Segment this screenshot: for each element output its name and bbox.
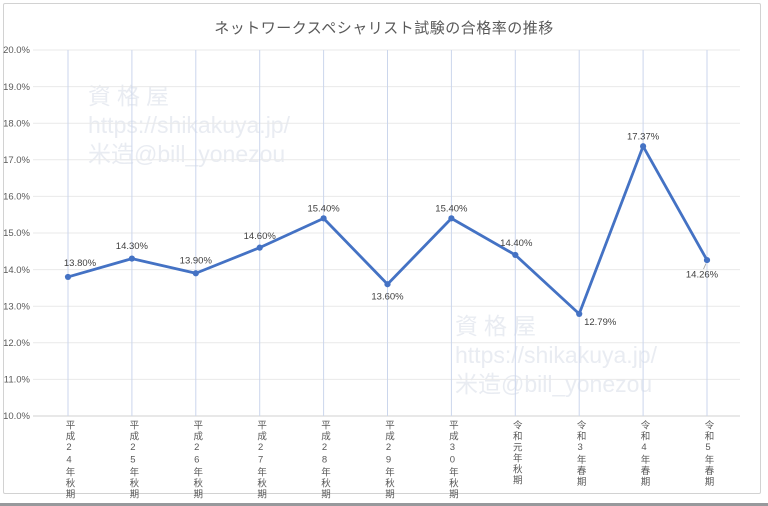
x-axis-category-label: 平成26年秋期 — [191, 420, 203, 500]
data-point-label: 13.60% — [371, 291, 404, 302]
data-point-marker — [576, 310, 583, 317]
window-bottom-edge — [0, 503, 768, 506]
y-axis-tick-label: 19.0% — [3, 82, 30, 93]
data-point-label: 13.90% — [180, 255, 213, 266]
data-point-label: 14.60% — [244, 231, 277, 242]
y-axis-tick-label: 18.0% — [3, 118, 30, 129]
y-axis-tick-label: 12.0% — [3, 338, 30, 349]
data-point-marker — [640, 143, 647, 150]
data-label-leader-line — [703, 263, 707, 270]
y-axis-tick-label: 14.0% — [3, 265, 30, 276]
data-point-marker — [384, 281, 391, 288]
x-axis-category-label: 平成29年秋期 — [382, 420, 394, 500]
data-point-marker — [64, 273, 72, 281]
x-axis-category-label: 令和5年春期 — [702, 420, 714, 488]
y-axis-tick-label: 13.0% — [3, 301, 30, 312]
data-point-label: 15.40% — [435, 204, 468, 215]
chart-frame — [3, 3, 761, 494]
data-point-marker — [320, 215, 327, 222]
y-axis-tick-label: 20.0% — [3, 45, 30, 56]
data-point-label: 13.80% — [64, 258, 97, 269]
data-point-label: 14.26% — [686, 269, 719, 280]
x-axis-category-label: 平成30年秋期 — [446, 420, 458, 500]
x-axis-category-label: 令和4年春期 — [638, 420, 650, 488]
data-point-label: 14.40% — [500, 238, 533, 249]
y-axis-tick-label: 17.0% — [3, 155, 30, 166]
data-point-label: 17.37% — [627, 131, 660, 142]
data-point-label: 15.40% — [307, 204, 340, 215]
data-point-marker — [512, 251, 519, 259]
data-point-label: 14.30% — [116, 241, 149, 252]
chart-title: ネットワークスペシャリスト試験の合格率の推移 — [214, 20, 554, 37]
x-axis-category-label: 平成27年秋期 — [255, 420, 267, 500]
data-point-marker — [703, 256, 711, 264]
x-axis-category-label: 平成25年秋期 — [127, 420, 139, 500]
data-point-marker — [192, 270, 199, 277]
y-axis-tick-label: 11.0% — [4, 375, 31, 386]
x-axis-category-label: 令和3年春期 — [574, 420, 586, 488]
data-point-marker — [448, 215, 455, 222]
y-axis-tick-label: 16.0% — [3, 192, 30, 203]
data-point-marker — [256, 244, 263, 251]
data-point-label: 12.79% — [584, 317, 617, 328]
x-axis-category-label: 令和元年秋期 — [510, 420, 522, 486]
y-axis-tick-label: 15.0% — [3, 228, 30, 239]
x-axis-category-label: 平成28年秋期 — [319, 420, 331, 500]
y-axis-tick-label: 10.0% — [3, 411, 30, 422]
x-axis-category-label: 平成24年秋期 — [63, 420, 75, 500]
data-point-marker — [128, 255, 135, 262]
